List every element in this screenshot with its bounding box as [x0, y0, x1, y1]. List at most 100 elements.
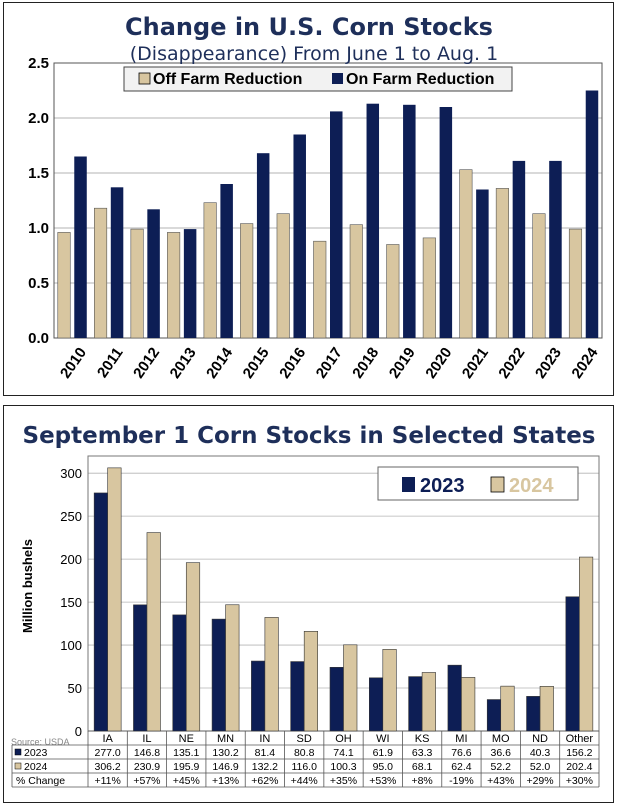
table-cell: 146.8	[134, 747, 160, 759]
table-cell: 68.1	[412, 761, 433, 773]
bar-2024-ND	[539, 686, 554, 732]
table-cell: +13%	[212, 775, 239, 787]
bar-off-farm-2011	[94, 207, 108, 339]
bar-2024-WI	[382, 649, 397, 732]
y-tick-label: 0.0	[28, 330, 49, 347]
table-cell: 156.2	[566, 747, 592, 759]
table-cell: 100.3	[330, 761, 356, 773]
bar-2024-MO	[500, 685, 515, 732]
y-axis-label: Million bushels	[20, 539, 35, 633]
y-tick-label: 2.5	[28, 55, 49, 72]
table-cell: +45%	[173, 775, 200, 787]
x-tick-label: 2020	[422, 345, 455, 382]
y-tick-label: 0	[75, 724, 82, 739]
table-cell: 95.0	[373, 761, 394, 773]
table-cell: 202.4	[566, 761, 592, 773]
y-tick-label: 2.0	[28, 110, 49, 127]
bar-off-farm-2022	[495, 188, 509, 339]
legend-swatch-2024	[490, 476, 505, 493]
x-tick-label: 2019	[386, 345, 419, 382]
x-tick-label: MN	[217, 733, 234, 745]
x-tick-label: 2011	[94, 345, 127, 381]
bar-2023-NE	[172, 614, 187, 732]
bar-2023-KS	[408, 676, 423, 732]
bar-on-farm-2013	[183, 229, 197, 338]
table-cell: -19%	[449, 775, 474, 787]
legend-label-off-farm: Off Farm Reduction	[153, 71, 302, 88]
bar-on-farm-2012	[147, 209, 160, 338]
bar-off-farm-2020	[422, 237, 436, 339]
bar-2024-MI	[461, 677, 476, 732]
x-tick-label: 2018	[349, 345, 382, 382]
x-tick-label: OH	[335, 733, 352, 745]
x-tick-label: MO	[492, 733, 510, 745]
bar-off-farm-2023	[532, 213, 546, 339]
x-tick-label: IL	[142, 733, 151, 745]
table-cell: +43%	[487, 775, 514, 787]
state-stocks-chart: September 1 Corn Stocks in Selected Stat…	[11, 423, 600, 788]
x-tick-label: ND	[532, 733, 548, 745]
bar-on-farm-2021	[476, 189, 489, 338]
table-cell: +8%	[411, 775, 432, 787]
bar-2023-IA	[93, 492, 108, 732]
y-tick-label: 50	[68, 681, 82, 696]
source-note: Source: USDA	[11, 737, 70, 747]
table-cell: +29%	[526, 775, 553, 787]
bar-off-farm-2010	[57, 232, 71, 339]
bar-2024-NE	[185, 562, 201, 732]
bar-off-farm-2016	[276, 213, 290, 339]
x-tick-label: Other	[566, 733, 594, 745]
table-row-label: 2024	[24, 761, 48, 773]
bar-on-farm-2010	[74, 156, 87, 338]
bar-on-farm-2011	[110, 187, 124, 338]
legend-swatch-on-farm	[332, 73, 343, 84]
bar-on-farm-2016	[293, 134, 306, 338]
table-cell: 230.9	[134, 761, 160, 773]
bar-off-farm-2018	[349, 224, 363, 339]
bar-2023-ND	[526, 696, 541, 732]
bar-on-farm-2014	[220, 184, 233, 338]
y-tick-label: 100	[60, 638, 82, 653]
table-cell: +35%	[330, 775, 357, 787]
table-cell: +57%	[133, 775, 160, 787]
legend-label-2024: 2024	[509, 475, 554, 497]
table-cell: 130.2	[212, 747, 238, 759]
bar-off-farm-2013	[167, 232, 181, 339]
x-tick-label: 2023	[532, 345, 565, 382]
bar-2024-IL	[146, 532, 161, 732]
bar-2023-SD	[290, 661, 305, 732]
legend-swatch-off-farm	[138, 72, 151, 85]
x-tick-label: 2010	[57, 345, 90, 382]
bar-2024-OH	[343, 644, 358, 732]
x-tick-label: 2017	[313, 345, 346, 382]
legend-box	[123, 66, 513, 92]
bar-on-farm-2020	[439, 107, 453, 338]
table-row-label: 2023	[24, 747, 48, 759]
table-cell: +11%	[94, 775, 120, 787]
x-tick-label: 2016	[276, 345, 309, 382]
bar-2023-MN	[211, 618, 226, 732]
x-tick-label: 2012	[130, 345, 163, 382]
bar-2024-MN	[225, 604, 240, 732]
chart-panel-state-stocks: September 1 Corn Stocks in Selected Stat…	[3, 405, 614, 803]
table-cell: 81.4	[255, 747, 276, 759]
legend-swatch-2023	[402, 477, 415, 492]
bar-off-farm-2021	[459, 169, 473, 339]
x-tick-label: 2021	[459, 345, 492, 382]
bar-2024-IN	[264, 617, 279, 732]
table-cell: 306.2	[95, 761, 121, 773]
bar-off-farm-2019	[386, 244, 400, 339]
bar-2023-MI	[447, 664, 462, 732]
bar-2024-SD	[303, 631, 318, 732]
bar-on-farm-2017	[330, 111, 343, 339]
x-tick-label: 2013	[167, 345, 200, 382]
bar-on-farm-2019	[403, 104, 416, 338]
x-tick-label: 2015	[240, 345, 273, 382]
table-cell: 146.9	[212, 761, 238, 773]
x-tick-label: SD	[297, 733, 312, 745]
y-tick-label: 250	[60, 509, 82, 524]
table-cell: 52.2	[491, 761, 512, 773]
y-tick-label: 150	[60, 595, 82, 610]
table-cell: 135.1	[173, 747, 199, 759]
legend-label-on-farm: On Farm Reduction	[346, 71, 494, 88]
